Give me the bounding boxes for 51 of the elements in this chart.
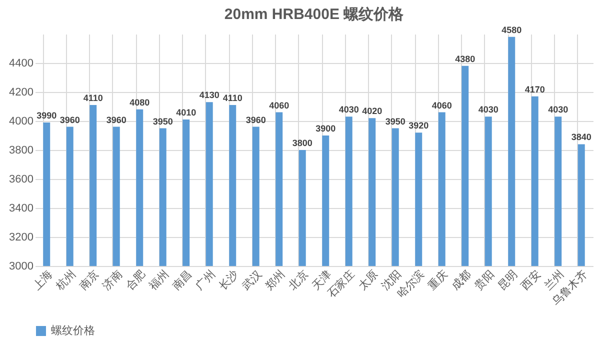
x-tick-label: 济南 [100,268,125,293]
data-label: 3920 [408,120,429,131]
x-tick-label: 合肥 [123,268,148,293]
y-tick-label: 3600 [9,174,34,186]
x-tick-label: 武汉 [240,268,264,293]
data-label: 4020 [362,106,382,116]
x-tick-label: 成都 [448,268,474,293]
x-tick-label: 南昌 [170,268,195,293]
x-tick-label: 重庆 [426,268,450,293]
data-label: 3900 [316,124,336,134]
legend-label: 螺纹价格 [51,324,95,337]
data-label: 3950 [385,116,406,126]
data-label: 4130 [199,90,220,100]
data-label: 3960 [60,114,80,125]
data-label: 3800 [292,138,312,148]
data-label: 4030 [548,104,568,115]
y-tick-label: 3800 [9,144,34,156]
x-tick-label: 广州 [193,268,218,293]
x-tick-label: 长沙 [216,268,242,293]
x-tick-label: 福州 [146,268,172,293]
data-label: 3840 [571,132,592,142]
x-tick-label: 西安 [518,268,544,293]
data-label: 3950 [152,116,173,126]
y-tick-label: 3000 [9,260,34,272]
data-label: 4110 [83,93,103,104]
x-tick-label: 太原 [356,268,381,293]
chart-title: 20mm HRB400E 螺纹价格 [224,6,405,23]
y-tick-label: 4000 [9,116,34,128]
data-label: 4380 [455,54,476,64]
data-label: 4060 [432,100,452,110]
y-tick-label: 3200 [9,232,34,244]
y-tick-label: 4400 [9,58,34,70]
data-label: 4580 [502,24,522,35]
data-label: 3960 [106,114,126,125]
x-tick-label: 贵阳 [472,268,497,293]
data-label: 3990 [36,110,57,120]
data-label: 4030 [478,104,498,115]
data-label: 4060 [269,100,290,110]
data-label: 4030 [338,104,359,115]
data-label: 4010 [176,108,196,118]
x-tick-label: 北京 [286,268,311,293]
y-tick-label: 3400 [9,202,34,214]
x-tick-label: 郑州 [262,268,288,293]
x-tick-label: 昆明 [496,268,520,293]
data-label: 4080 [130,97,150,108]
data-label: 4110 [222,93,242,104]
data-label: 4170 [524,84,545,94]
y-tick-label: 4200 [9,86,34,98]
x-tick-label: 杭州 [52,268,78,294]
x-tick-label: 南京 [76,268,102,293]
data-label: 3960 [246,114,266,125]
